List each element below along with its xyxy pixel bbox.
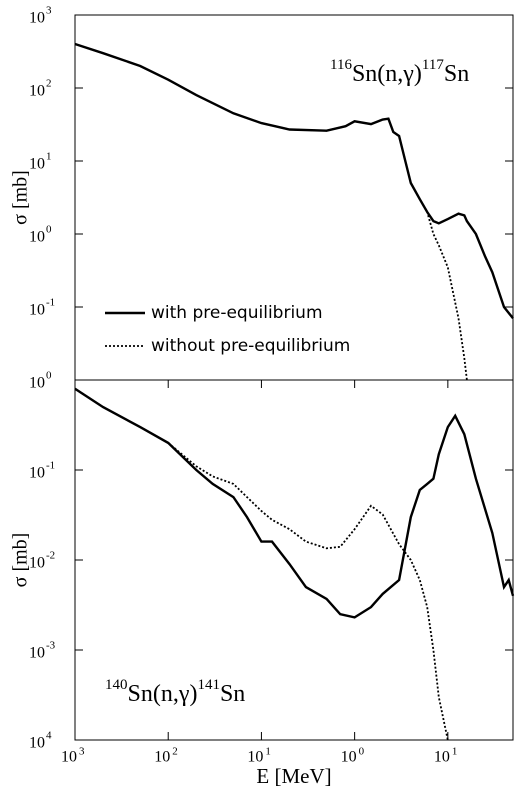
annotation-part: 117 <box>422 57 444 73</box>
y-tick-exponent: -3 <box>46 640 56 652</box>
legend-label: without pre-equilibrium <box>151 336 350 356</box>
y-tick-exponent: 0 <box>46 370 52 382</box>
y-tick-label: 10 <box>29 302 45 319</box>
y-tick-exponent: -1 <box>46 297 55 309</box>
x-tick-exponent: 2 <box>172 746 178 758</box>
y-axis-label: σ [mb] <box>10 170 32 225</box>
annotation-part: Sn <box>220 681 245 707</box>
y-tick-exponent: 1 <box>46 151 52 163</box>
data-line <box>74 387 449 741</box>
y-tick-label: 10 <box>29 229 45 246</box>
annotation-part: 141 <box>197 677 220 693</box>
x-tick-exponent: 1 <box>452 746 458 758</box>
x-tick-exponent: 1 <box>265 746 271 758</box>
y-tick-label: 10 <box>29 735 45 752</box>
y-tick-exponent: 3 <box>46 5 52 17</box>
y-tick-exponent: -1 <box>46 460 55 472</box>
annotation: 140Sn(n,γ)141Sn <box>105 677 245 706</box>
x-tick-label: 10 <box>434 749 450 766</box>
x-axis-label: E [MeV] <box>256 764 331 788</box>
y-axis-label: σ [mb] <box>10 533 32 588</box>
y-tick-label: 10 <box>29 375 45 392</box>
annotation-part: 140 <box>105 677 128 693</box>
x-tick-exponent: 3 <box>79 746 85 758</box>
x-tick-exponent: 0 <box>359 746 365 758</box>
annotation: 116Sn(n,γ)117Sn <box>330 57 469 86</box>
legend-label: with pre-equilibrium <box>151 303 323 323</box>
y-tick-label: 10 <box>29 156 45 173</box>
x-tick-label: 10 <box>154 749 170 766</box>
y-tick-exponent: 0 <box>46 224 52 236</box>
y-tick-label: 10 <box>29 465 45 482</box>
annotation-part: Sn(n,γ) <box>352 61 422 87</box>
annotation-part: Sn(n,γ) <box>128 681 198 707</box>
y-tick-exponent: 4 <box>46 730 52 742</box>
x-tick-label: 10 <box>341 749 357 766</box>
annotation-part: Sn <box>444 61 469 87</box>
y-tick-label: 10 <box>29 83 45 100</box>
y-tick-label: 10 <box>29 645 45 662</box>
y-tick-exponent: 2 <box>46 78 52 90</box>
y-tick-label: 10 <box>29 555 45 572</box>
x-tick-label: 10 <box>247 749 263 766</box>
data-line <box>74 43 468 381</box>
annotation-part: 116 <box>330 57 352 73</box>
y-tick-exponent: -2 <box>46 550 55 562</box>
y-tick-label: 10 <box>29 10 45 27</box>
data-line <box>74 387 515 619</box>
x-tick-label: 10 <box>61 749 77 766</box>
